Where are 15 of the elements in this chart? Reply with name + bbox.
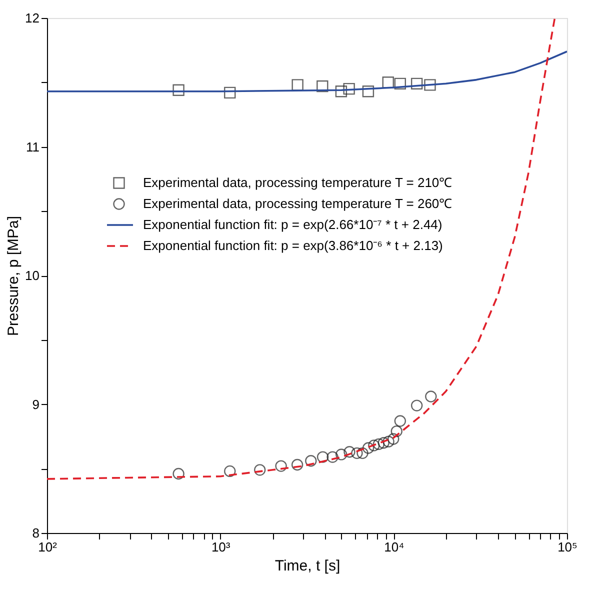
legend-label: Exponential function fit: p = exp(3.86*10⁻⁶ * t + 2.13) xyxy=(143,238,443,253)
y-axis-title: Pressure, p [MPa] xyxy=(5,216,22,336)
y-tick-label: 12 xyxy=(25,10,40,26)
legend-label: Exponential function fit: p = exp(2.66*10⁻⁷ * t + 2.44) xyxy=(143,217,442,232)
x-tick-label: 10³ xyxy=(211,540,231,554)
legend-label: Experimental data, processing temperature T = 210℃ xyxy=(143,175,452,190)
y-tick-label: 10 xyxy=(25,268,40,283)
x-tick-label: 10⁵ xyxy=(558,540,578,554)
y-tick-label: 9 xyxy=(32,396,40,412)
x-tick-label: 10⁴ xyxy=(384,540,404,554)
x-tick-label: 10² xyxy=(38,540,58,554)
legend-label: Experimental data, processing temperature T = 260℃ xyxy=(143,196,452,211)
x-axis-title: Time, t [s] xyxy=(274,558,340,574)
y-tick-label: 11 xyxy=(26,139,40,154)
y-tick-label: 8 xyxy=(32,526,40,540)
